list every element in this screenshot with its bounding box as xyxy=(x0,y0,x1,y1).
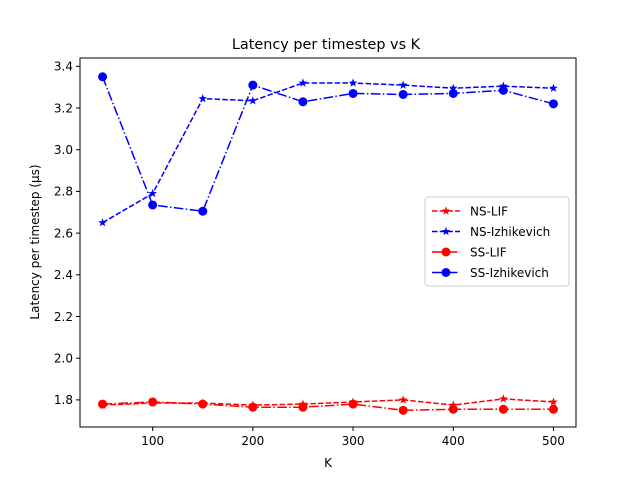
series-ns-lif xyxy=(98,394,558,409)
chart-title: Latency per timestep vs K xyxy=(232,37,421,53)
data-point xyxy=(98,399,108,409)
series-line xyxy=(102,401,554,412)
data-point xyxy=(448,88,458,98)
series-ss-lif xyxy=(98,397,558,415)
data-point xyxy=(248,402,258,412)
series-ns-izhikevich xyxy=(98,78,558,227)
series-line xyxy=(102,398,554,406)
legend: NS-LIF NS-Izhikevich SS-LIF SS-Izhikevich xyxy=(424,196,570,287)
data-point xyxy=(98,72,108,82)
data-point xyxy=(198,399,208,409)
data-point xyxy=(348,88,358,98)
legend-marker xyxy=(441,247,451,257)
x-tick-label: 400 xyxy=(442,434,465,448)
data-point xyxy=(498,85,508,95)
legend-marker xyxy=(441,268,451,277)
x-axis-title: K xyxy=(324,456,333,470)
data-point xyxy=(498,394,508,403)
data-point xyxy=(398,89,408,99)
legend-label: SS-LIF xyxy=(470,245,507,259)
data-point xyxy=(298,402,308,412)
y-tick-label: 1.8 xyxy=(54,393,73,407)
x-tick-label: 300 xyxy=(342,434,365,448)
x-axis: 100 200 300 400 500 xyxy=(141,427,565,448)
data-point xyxy=(148,200,158,210)
data-point xyxy=(549,397,558,406)
data-point xyxy=(198,206,208,216)
data-point xyxy=(498,404,508,414)
data-point xyxy=(398,395,408,404)
data-point xyxy=(398,80,408,89)
data-point xyxy=(548,99,558,109)
y-axis: 1.8 2.0 2.2 2.4 2.6 2.8 3.0 3.2 3.4 xyxy=(54,60,80,407)
data-point xyxy=(298,97,308,107)
series-layer xyxy=(98,72,558,415)
x-tick-label: 200 xyxy=(241,434,264,448)
y-tick-label: 2.4 xyxy=(54,268,73,282)
series-line xyxy=(101,76,554,213)
y-tick-label: 2.6 xyxy=(54,226,73,240)
x-tick-label: 100 xyxy=(141,434,164,448)
data-point xyxy=(148,397,158,407)
legend-label: NS-Izhikevich xyxy=(470,225,550,239)
legend-item: NS-LIF xyxy=(432,204,508,218)
data-point xyxy=(548,404,558,414)
y-tick-label: 3.2 xyxy=(54,101,73,115)
data-point xyxy=(148,188,158,198)
y-tick-label: 2.8 xyxy=(54,185,73,199)
y-tick-label: 2.0 xyxy=(54,352,73,366)
y-tick-label: 2.2 xyxy=(54,310,73,324)
legend-marker xyxy=(441,226,451,236)
legend-label: SS-Izhikevich xyxy=(470,266,549,280)
legend-item: NS-Izhikevich xyxy=(432,225,550,239)
series-ss-izhikevich xyxy=(98,72,558,216)
data-point xyxy=(448,400,458,409)
plot-area xyxy=(79,57,577,428)
data-point xyxy=(298,78,308,87)
data-point xyxy=(448,83,458,92)
y-tick-label: 3.4 xyxy=(54,60,73,74)
data-point xyxy=(198,94,208,103)
legend-label: NS-LIF xyxy=(470,204,508,218)
data-point xyxy=(248,96,258,105)
x-tick-label: 500 xyxy=(542,434,565,448)
series-line xyxy=(102,82,554,224)
legend-marker xyxy=(441,206,451,215)
data-point xyxy=(498,81,508,90)
y-axis-title: Latency per timestep (µs) xyxy=(28,164,42,319)
legend-item: SS-LIF xyxy=(432,245,507,259)
data-point xyxy=(448,404,458,414)
data-point xyxy=(98,218,107,227)
data-point xyxy=(398,405,408,415)
legend-item: SS-Izhikevich xyxy=(432,266,549,280)
y-tick-label: 3.0 xyxy=(54,143,73,157)
data-point xyxy=(348,78,358,87)
data-point xyxy=(248,80,258,90)
data-point xyxy=(549,83,558,92)
legend-box xyxy=(424,196,570,287)
data-point xyxy=(348,399,358,409)
